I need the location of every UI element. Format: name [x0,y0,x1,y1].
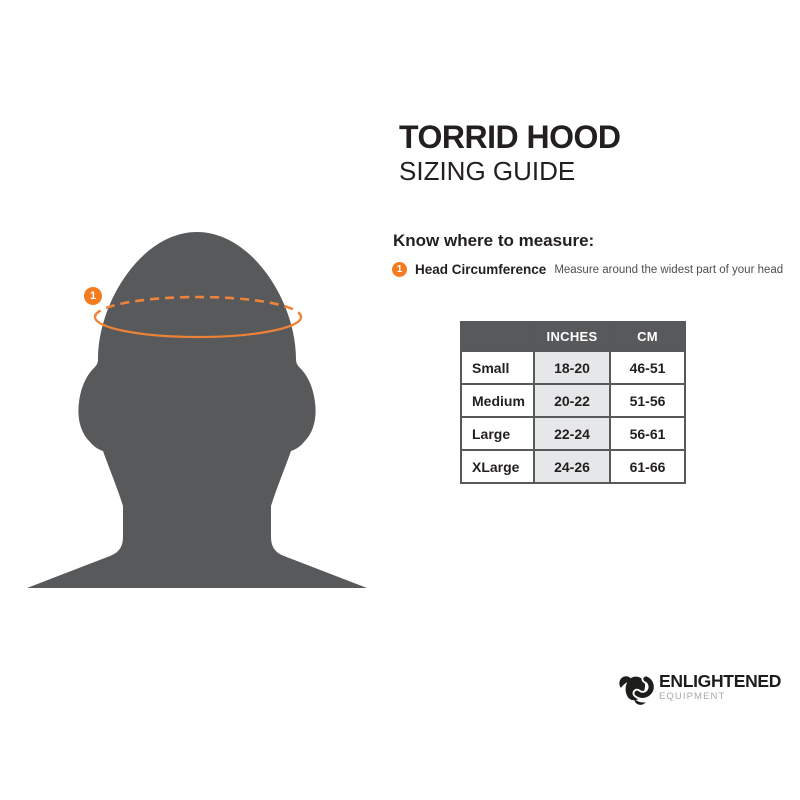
brand-subname: EQUIPMENT [659,690,726,702]
title-block: TORRID HOOD SIZING GUIDE [399,119,621,186]
measure-heading: Know where to measure: [393,231,595,250]
measure-item-label: Head Circumference [415,262,547,277]
size-label: Medium [460,383,535,418]
diagram-marker-badge: 1 [84,287,102,305]
head-silhouette [27,232,367,588]
inches-value: 22-24 [533,416,611,451]
size-table-header-row: INCHES CM [460,321,686,352]
measure-item-description: Measure around the widest part of your h… [554,263,784,276]
size-label: Large [460,416,535,451]
inches-value: 20-22 [533,383,611,418]
cm-value: 51-56 [609,383,686,418]
brand-logo: ENLIGHTENED EQUIPMENT [617,670,781,705]
table-row: Medium 20-22 51-56 [460,383,686,418]
measure-item-number-badge: 1 [392,262,407,277]
size-label: XLarge [460,449,535,484]
table-row: Large 22-24 56-61 [460,416,686,451]
cm-value: 61-66 [609,449,686,484]
measure-item-head-circumference: 1 Head Circumference Measure around the … [392,262,783,277]
size-table: INCHES CM Small 18-20 46-51 Medium 20-22… [460,321,686,484]
table-row: XLarge 24-26 61-66 [460,449,686,484]
size-table-header-size [460,321,535,352]
head-silhouette-diagram [27,232,367,588]
measurement-line-dashed [93,295,303,318]
cm-value: 46-51 [609,350,686,385]
ram-icon [619,674,656,705]
inches-value: 18-20 [533,350,611,385]
size-table-header-cm: CM [609,321,686,352]
inches-value: 24-26 [533,449,611,484]
product-title: TORRID HOOD [399,119,621,155]
page-subtitle: SIZING GUIDE [399,155,576,186]
cm-value: 56-61 [609,416,686,451]
table-row: Small 18-20 46-51 [460,350,686,385]
size-label: Small [460,350,535,385]
size-table-header-inches: INCHES [533,321,611,352]
brand-name: ENLIGHTENED [659,671,782,691]
brand-text: ENLIGHTENED EQUIPMENT [659,670,781,701]
measurement-line-solid [93,316,303,339]
